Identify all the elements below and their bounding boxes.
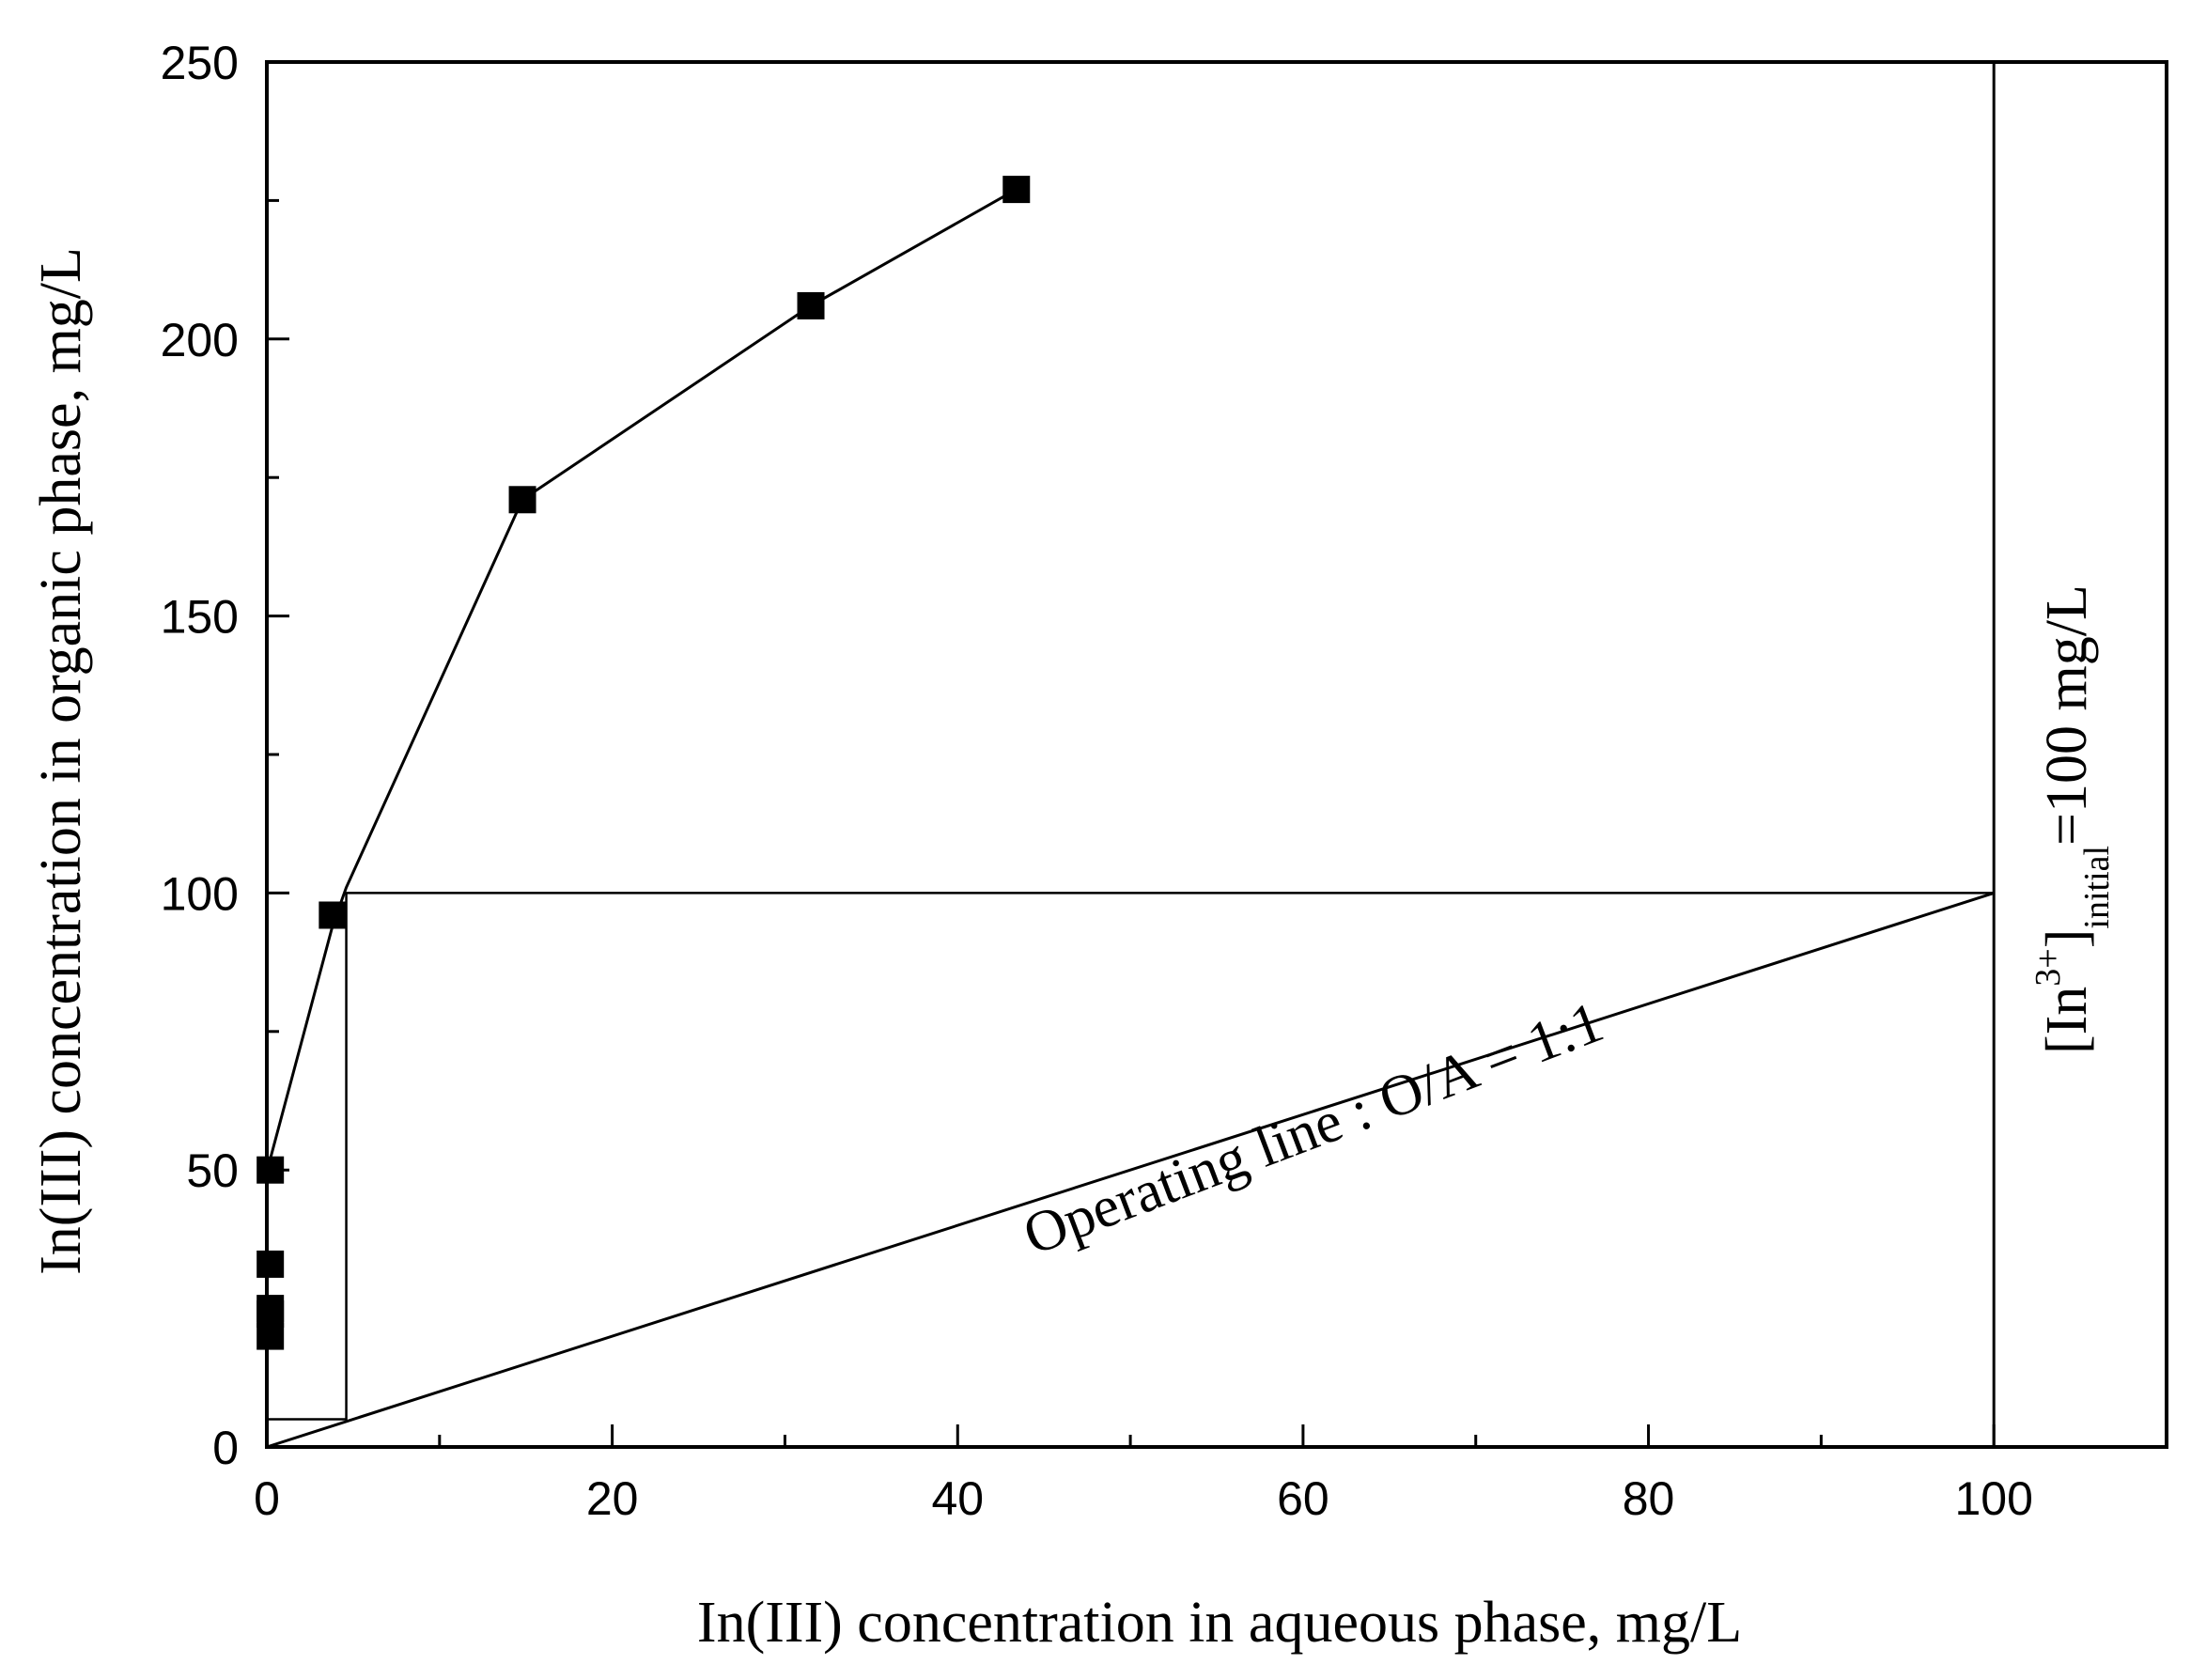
axes-frame bbox=[265, 60, 2168, 1449]
data-point bbox=[256, 1250, 285, 1278]
data-point bbox=[797, 291, 825, 319]
y-tick-label: 0 bbox=[212, 1422, 239, 1474]
x-tick-label: 40 bbox=[931, 1472, 984, 1525]
plot-frame bbox=[265, 60, 2168, 1449]
y-tick-label: 200 bbox=[161, 314, 239, 366]
data-point bbox=[1002, 176, 1031, 204]
initial-label-main: [In bbox=[2035, 987, 2099, 1054]
initial-label-close: ] bbox=[2035, 929, 2099, 949]
plot-lines bbox=[266, 62, 1996, 1449]
operating-line-label: Operating line : O/A = 1:1 bbox=[1016, 990, 1612, 1268]
y-tick-label: 50 bbox=[186, 1144, 239, 1197]
stage-steps bbox=[267, 892, 1995, 1421]
x-tick-label: 60 bbox=[1277, 1472, 1329, 1525]
y-axis-label: In(III) concentration in organic phase, … bbox=[29, 247, 93, 1275]
y-tick-label: 150 bbox=[161, 591, 239, 644]
x-tick-label: 20 bbox=[586, 1472, 639, 1525]
x-tick-label: 80 bbox=[1623, 1472, 1675, 1525]
y-tick-label: 100 bbox=[161, 867, 239, 920]
data-point bbox=[508, 486, 536, 514]
data-markers bbox=[256, 176, 1031, 1350]
initial-concentration-label: [In3+]initial=100 mg/L bbox=[2028, 584, 2117, 1054]
x-tick-label: 100 bbox=[1954, 1472, 2032, 1525]
y-tick-label: 250 bbox=[161, 37, 239, 89]
initial-label-tail: =100 mg/L bbox=[2035, 584, 2099, 846]
extraction-curve bbox=[269, 188, 1018, 1159]
x-tick-label: 0 bbox=[254, 1472, 280, 1525]
data-point bbox=[319, 901, 347, 929]
initial-label-sub: initial bbox=[2077, 846, 2117, 929]
axis-ticks: 0 20 40 60 80 100 0 50 100 150 200 250 bbox=[161, 37, 2168, 1525]
operating-line bbox=[266, 891, 1995, 1449]
x-axis-label: In(III) concentration in aqueous phase, … bbox=[697, 1591, 1742, 1655]
initial-label-sup: 3+ bbox=[2028, 948, 2068, 986]
